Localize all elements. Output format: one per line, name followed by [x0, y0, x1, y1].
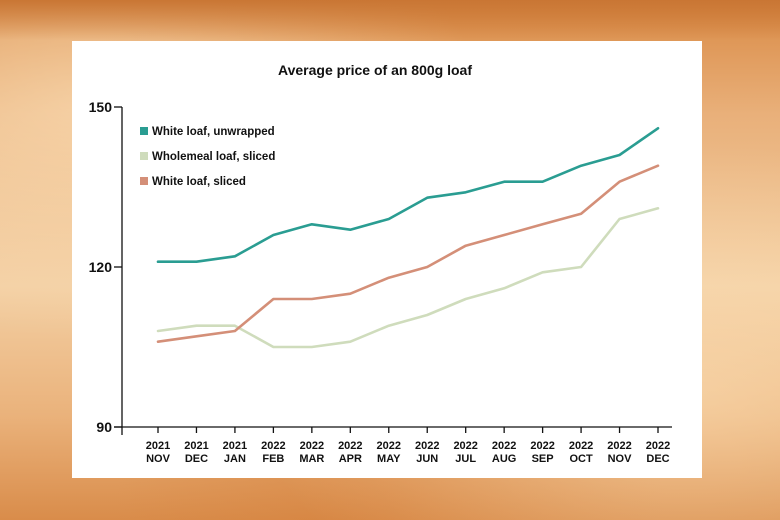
line-chart: Average price of an 800g loaf White loaf…: [89, 62, 672, 465]
x-tick-year: 2022: [530, 440, 554, 452]
x-tick-month: APR: [339, 453, 362, 465]
chart-card: Average price of an 800g loaf White loaf…: [72, 41, 702, 478]
y-tick-label: 120: [89, 259, 113, 275]
series-line-3: [156, 164, 660, 344]
x-tick-year: 2022: [261, 440, 285, 452]
x-tick-year: 2022: [569, 440, 593, 452]
x-tick-month: JAN: [224, 453, 246, 465]
x-tick-year: 2022: [415, 440, 439, 452]
x-tick-month: JUN: [416, 453, 438, 465]
legend-label-3: White loaf, sliced: [152, 176, 246, 188]
x-tick-year: 2022: [492, 440, 516, 452]
series-line-2: [156, 207, 660, 349]
x-tick-year: 2021: [184, 440, 208, 452]
x-tick-month: NOV: [146, 453, 171, 465]
y-tick-label: 150: [89, 99, 113, 115]
x-tick-month: MAR: [299, 453, 324, 465]
bread-crust-background: [0, 0, 780, 40]
x-tick-year: 2022: [607, 440, 631, 452]
x-tick-month: AUG: [492, 453, 516, 465]
x-tick-month: JUL: [455, 453, 476, 465]
legend-swatch-1: [140, 127, 148, 135]
x-tick-year: 2022: [377, 440, 401, 452]
x-tick-year: 2022: [646, 440, 670, 452]
x-tick-month: DEC: [185, 453, 208, 465]
x-tick-month: NOV: [608, 453, 633, 465]
x-tick-year: 2022: [338, 440, 362, 452]
x-tick-year: 2021: [223, 440, 247, 452]
legend-label-1: White loaf, unwrapped: [152, 126, 275, 138]
x-tick-month: MAY: [377, 453, 401, 465]
legend-swatch-3: [140, 177, 148, 185]
x-tick-year: 2021: [146, 440, 170, 452]
y-tick-label: 90: [96, 419, 112, 435]
legend-label-2: Wholemeal loaf, sliced: [152, 151, 275, 163]
x-tick-year: 2022: [300, 440, 324, 452]
legend-swatch-2: [140, 152, 148, 160]
x-tick-month: DEC: [646, 453, 669, 465]
series-line-1: [156, 127, 660, 263]
x-tick-month: SEP: [532, 453, 554, 465]
x-tick-year: 2022: [453, 440, 477, 452]
x-tick-month: OCT: [569, 453, 593, 465]
x-tick-month: FEB: [262, 453, 284, 465]
chart-title: Average price of an 800g loaf: [278, 62, 472, 78]
